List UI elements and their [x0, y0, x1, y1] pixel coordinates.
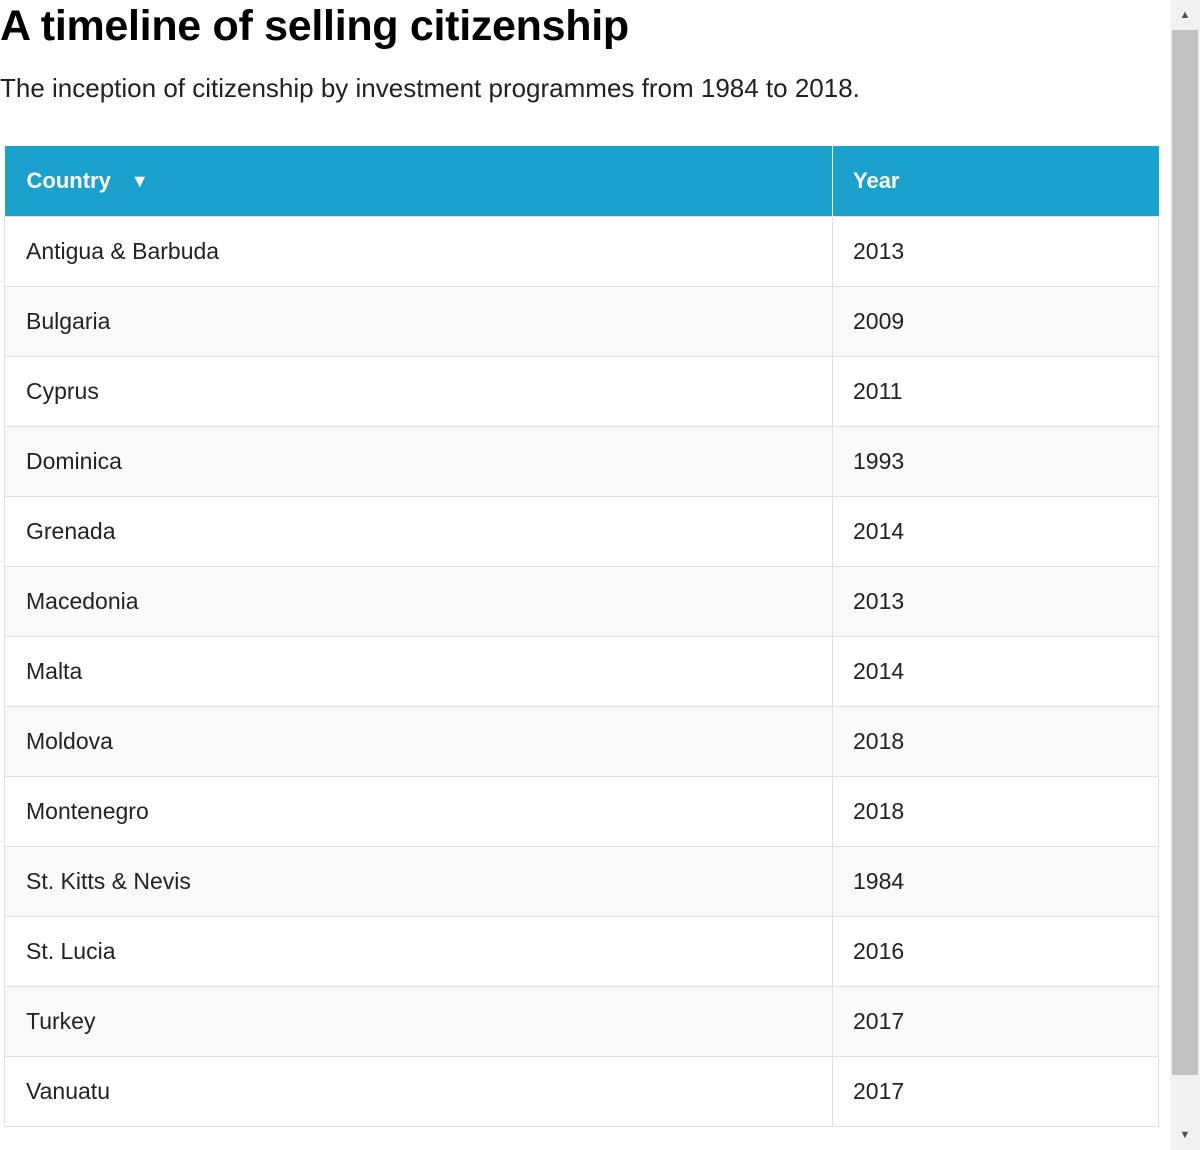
table-row: Malta 2014	[4, 635, 1159, 707]
cell-year: 2014	[832, 635, 1159, 707]
table-row: Macedonia 2013	[4, 565, 1159, 637]
cell-year: 1984	[832, 845, 1159, 917]
content-area: A timeline of selling citizenship The in…	[0, 2, 1159, 1127]
table-row: Grenada 2014	[4, 495, 1159, 567]
cell-country: Bulgaria	[4, 285, 833, 357]
table-row: Antigua & Barbuda 2013	[4, 215, 1159, 287]
table-row: Turkey 2017	[4, 985, 1159, 1057]
table-row: Cyprus 2011	[4, 355, 1159, 427]
cell-country: Moldova	[4, 705, 833, 777]
table-header-row: Country ▼ Year	[4, 146, 1159, 216]
table-row: Dominica 1993	[4, 425, 1159, 497]
cell-year: 2013	[832, 215, 1159, 287]
cell-year: 2018	[832, 775, 1159, 847]
table-row: Vanuatu 2017	[4, 1055, 1159, 1127]
cell-country: Malta	[4, 635, 833, 707]
cell-country: St. Kitts & Nevis	[4, 845, 833, 917]
vertical-scrollbar[interactable]: ▲ ▼	[1170, 0, 1200, 1150]
column-header-year-label: Year	[853, 167, 900, 193]
sort-down-icon: ▼	[130, 170, 149, 191]
cell-country: Dominica	[4, 425, 833, 497]
cell-country: Antigua & Barbuda	[4, 215, 833, 287]
cell-year: 2017	[832, 1055, 1159, 1127]
table-row: Moldova 2018	[4, 705, 1159, 777]
cell-year: 2017	[832, 985, 1159, 1057]
cell-year: 2013	[832, 565, 1159, 637]
page-title: A timeline of selling citizenship	[0, 2, 629, 50]
scrollbar-thumb[interactable]	[1172, 30, 1198, 1075]
cell-country: Vanuatu	[4, 1055, 833, 1127]
cell-country: Montenegro	[4, 775, 833, 847]
column-header-year[interactable]: Year	[832, 146, 1159, 216]
table-row: Montenegro 2018	[4, 775, 1159, 847]
cell-year: 2018	[832, 705, 1159, 777]
cell-year: 2009	[832, 285, 1159, 357]
table-row: St. Lucia 2016	[4, 915, 1159, 987]
table-body: Antigua & Barbuda 2013 Bulgaria 2009 Cyprus 2…	[4, 215, 1159, 1127]
cell-year: 2014	[832, 495, 1159, 567]
cell-country: Turkey	[4, 985, 833, 1057]
cell-country: St. Lucia	[4, 915, 833, 987]
cell-year: 2016	[832, 915, 1159, 987]
cell-year: 1993	[832, 425, 1159, 497]
column-header-country[interactable]: Country ▼	[4, 146, 833, 216]
cell-country: Cyprus	[4, 355, 833, 427]
table-row: St. Kitts & Nevis 1984	[4, 845, 1159, 917]
column-header-country-label: Country	[26, 167, 111, 193]
citizenship-table: Country ▼ Year Antigua & Barbuda 2013 Bulga…	[4, 146, 1159, 1127]
cell-country: Macedonia	[4, 565, 833, 637]
table-row: Bulgaria 2009	[4, 285, 1159, 357]
page-subtitle: The inception of citizenship by investme…	[0, 73, 860, 103]
scroll-up-arrow-icon[interactable]: ▲	[1179, 9, 1191, 21]
cell-year: 2011	[832, 355, 1159, 427]
table-header: Country ▼ Year	[4, 146, 1159, 216]
cell-country: Grenada	[4, 495, 833, 567]
scroll-down-arrow-icon[interactable]: ▼	[1179, 1129, 1191, 1141]
